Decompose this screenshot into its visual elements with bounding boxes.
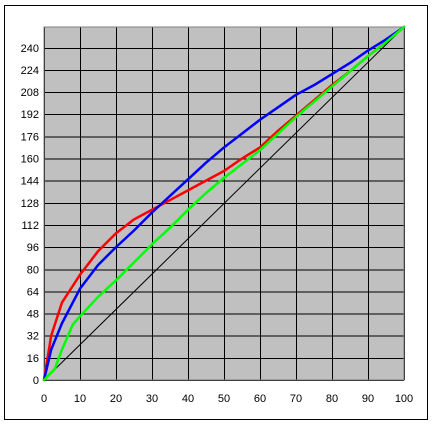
y-tick-label: 192 [21,109,39,121]
x-tick-label: 40 [182,393,194,405]
x-tick-label: 50 [218,393,230,405]
y-tick-label: 112 [21,220,39,232]
y-tick-label: 32 [27,331,39,343]
x-tick-label: 100 [395,393,413,405]
y-tick-label: 144 [21,176,39,188]
x-tick-label: 30 [146,393,158,405]
y-tick-label: 96 [27,242,39,254]
series-line-3 [42,25,406,382]
y-tick-label: 80 [27,264,39,276]
x-tick-label: 90 [362,393,374,405]
x-tick-label: 10 [74,393,86,405]
x-tick-label: 20 [110,393,122,405]
series-line-0 [43,26,405,381]
y-tick-label: 48 [27,309,39,321]
x-tick-label: 0 [41,393,47,405]
plot-frame [43,26,405,381]
y-axis-ticks: 0 16 32 48 64 80 96 112 128 144 160 176 192 208 224 240 [21,43,39,387]
x-tick-label: 60 [254,393,266,405]
x-tick-label: 70 [290,393,302,405]
y-tick-label: 224 [21,65,39,77]
y-tick-label: 128 [21,198,39,210]
y-tick-label: 0 [33,375,39,387]
y-tick-label: 16 [27,353,39,365]
series-line-2 [42,25,406,382]
y-tick-label: 176 [21,131,39,143]
series-layer [42,25,406,382]
x-axis-ticks: 0 10 20 30 40 50 60 70 80 90 100 [41,393,413,405]
y-tick-label: 240 [21,43,39,55]
y-tick-label: 64 [27,286,39,298]
y-tick-label: 160 [21,154,39,166]
y-tick-label: 208 [21,87,39,99]
x-tick-label: 80 [326,393,338,405]
